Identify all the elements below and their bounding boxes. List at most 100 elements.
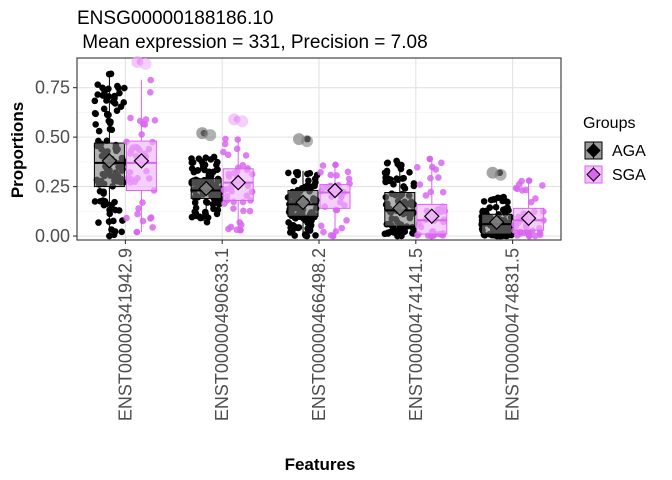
data-point [292,224,299,232]
data-point [146,89,154,96]
data-point [304,181,312,189]
data-point [382,177,389,185]
data-point [95,127,103,135]
data-point [203,218,211,226]
data-point [139,199,146,206]
data-point [427,174,434,182]
mean-diamond [101,153,118,169]
data-point [103,137,111,145]
data-point [416,181,424,188]
data-point [191,199,199,206]
data-point [343,217,350,224]
data-point [194,167,202,174]
mean-diamond [391,200,408,217]
mean-diamond [327,182,343,199]
data-point [134,210,141,218]
data-point [118,228,126,236]
data-point [394,232,401,240]
data-point [536,229,544,236]
legend-title: Groups [583,115,635,132]
legend-key-aga [584,141,603,160]
data-point [116,89,123,97]
data-point [285,169,292,177]
mean-diamond [133,153,150,169]
data-point [439,188,447,196]
data-point [222,135,229,143]
data-point [94,91,102,98]
data-point [197,214,204,222]
x-axis: ENST00000341942.9 ENST00000490633.1 ENST00… [115,240,523,421]
data-point [303,232,311,240]
data-point [189,159,197,166]
data-point [422,192,430,199]
y-tick-label: 0.75 [35,78,70,98]
x-tick-label: ENST00000474831.5 [503,248,523,421]
y-tick-label: 0.50 [35,127,70,147]
data-point [220,148,227,156]
data-point [480,198,488,205]
data-point [201,161,209,169]
data-point [525,232,533,240]
data-point [397,165,405,173]
data-point [390,225,397,232]
data-point [106,119,114,127]
outlier-point [494,168,507,181]
data-point [406,169,413,176]
data-point [383,159,391,167]
data-point [312,232,319,239]
mean-diamond [230,174,247,191]
data-point [409,229,416,237]
x-tick-label: ENST00000466498.2 [309,248,329,421]
data-point [113,107,121,114]
data-point [246,207,254,215]
data-point [344,168,352,176]
data-point [310,182,317,190]
x-axis-title: Features [285,455,356,474]
data-point [96,187,104,195]
x-tick-label: ENST00000341942.9 [115,248,135,421]
data-point [139,217,147,225]
x-tick-label: ENST00000490633.1 [212,248,232,421]
data-point [333,172,340,179]
data-point [92,110,100,118]
data-point [427,188,435,196]
data-point [384,229,392,237]
data-point [320,228,327,236]
data-point [147,215,154,222]
data-point [242,152,250,159]
chart-subtitle: Mean expression = 331, Precision = 7.08 [77,32,428,53]
data-point [531,232,539,240]
data-marks [91,55,547,240]
data-point [294,169,302,176]
data-point [149,224,156,231]
legend-label: AGA [612,143,646,160]
data-point [92,121,99,128]
data-point [539,182,546,189]
data-point [221,140,229,148]
data-point [127,114,134,122]
data-point [233,145,241,153]
data-point [285,219,292,226]
data-point [111,94,118,102]
data-point [107,70,115,78]
data-point [121,84,128,92]
outlier-point [204,129,217,142]
data-point [327,171,335,179]
data-point [504,204,511,212]
data-point [438,159,445,167]
data-point [207,156,215,163]
data-point [522,186,530,194]
data-point [286,229,294,236]
data-point [501,197,508,204]
data-point [306,220,313,228]
grid [77,58,561,240]
data-point [345,175,353,183]
series-aga [91,70,515,240]
data-point [213,161,220,169]
series-sga [123,55,547,240]
legend-diamond [586,143,601,158]
data-point [237,221,245,229]
data-point [133,228,141,236]
x-tick-label: ENST00000474141.5 [406,248,426,421]
